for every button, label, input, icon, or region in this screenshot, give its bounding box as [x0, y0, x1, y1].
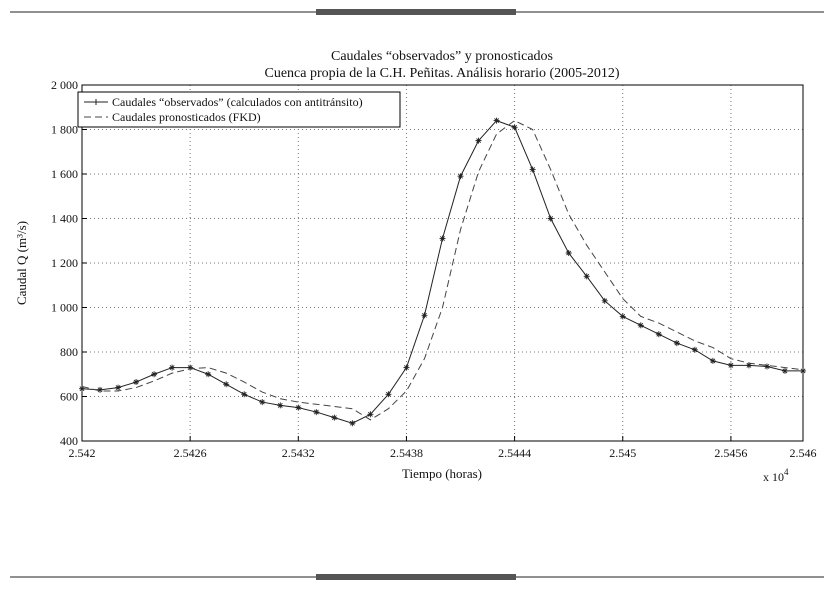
data-point	[115, 384, 122, 391]
series-line	[81, 120, 804, 421]
chart-title: Caudales “observados” y pronosticados	[331, 49, 553, 64]
x-multiplier-exponent: 4	[784, 467, 789, 477]
data-point	[745, 362, 752, 369]
y-tick-label: 2 000	[51, 78, 78, 92]
data-point	[673, 340, 680, 347]
y-tick-label: 1 800	[51, 123, 78, 137]
chart-subtitle: Cuenca propia de la C.H. Peñitas. Anális…	[265, 66, 620, 81]
y-axis-label: Caudal Q (m³/s)	[14, 221, 29, 305]
data-point	[691, 346, 698, 353]
y-tick-label: 800	[60, 345, 78, 359]
x-tick-label: 2.5456	[714, 446, 747, 460]
legend-marker	[93, 99, 99, 105]
x-tick-label: 2.546	[790, 446, 817, 460]
plot-frame	[81, 84, 804, 442]
data-point	[601, 297, 608, 304]
data-point	[295, 404, 302, 411]
x-multiplier: x 104	[763, 467, 789, 484]
x-axis-label: Tiempo (horas)	[402, 466, 482, 481]
x-tick-label: 2.545	[609, 446, 636, 460]
y-tick-label: 400	[60, 434, 78, 448]
data-point	[97, 386, 104, 393]
y-tick-label: 1 200	[51, 256, 78, 270]
data-point	[349, 420, 356, 427]
data-point	[457, 173, 464, 180]
data-point	[241, 391, 248, 398]
legend-box	[77, 91, 401, 128]
data-point	[709, 357, 716, 364]
data-point	[493, 117, 500, 124]
x-tick-label: 2.5426	[174, 446, 207, 460]
data-point	[223, 381, 230, 388]
data-point	[331, 414, 338, 421]
data-point	[781, 367, 788, 374]
data-point	[187, 364, 194, 371]
data-point	[277, 402, 284, 409]
data-point	[763, 363, 770, 370]
data-point	[313, 409, 320, 416]
data-point	[565, 249, 572, 256]
data-point	[439, 235, 446, 242]
legend-label: Caudales pronosticados (FKD)	[112, 110, 261, 124]
data-point	[79, 385, 85, 392]
data-point	[421, 312, 428, 319]
data-point	[583, 273, 590, 280]
x-multiplier-base: x 10	[763, 470, 784, 484]
data-point	[259, 399, 266, 406]
data-point	[475, 137, 482, 144]
x-tick-label: 2.5432	[282, 446, 315, 460]
data-point	[205, 371, 212, 378]
data-point	[800, 367, 806, 374]
top-rule-ornament	[316, 9, 516, 15]
data-point	[637, 322, 644, 329]
bottom-rule-ornament	[316, 574, 516, 580]
data-point	[385, 391, 392, 398]
data-point	[511, 124, 518, 131]
legend-label: Caudales “observados” (calculados con an…	[112, 95, 363, 109]
y-tick-label: 1 400	[51, 212, 78, 226]
data-point	[655, 331, 662, 338]
data-point	[169, 364, 176, 371]
y-tick-label: 1 000	[51, 301, 78, 315]
data-point	[133, 379, 140, 386]
data-point	[619, 313, 626, 320]
y-tick-label: 1 600	[51, 167, 78, 181]
data-point	[727, 362, 734, 369]
data-point	[367, 411, 374, 418]
y-tick-label: 600	[60, 390, 78, 404]
data-point	[403, 364, 410, 371]
data-point	[547, 215, 554, 222]
data-point	[151, 371, 158, 378]
data-point	[529, 166, 536, 173]
x-tick-label: 2.5438	[390, 446, 423, 460]
x-tick-label: 2.5444	[498, 446, 531, 460]
x-tick-label: 2.542	[69, 446, 96, 460]
